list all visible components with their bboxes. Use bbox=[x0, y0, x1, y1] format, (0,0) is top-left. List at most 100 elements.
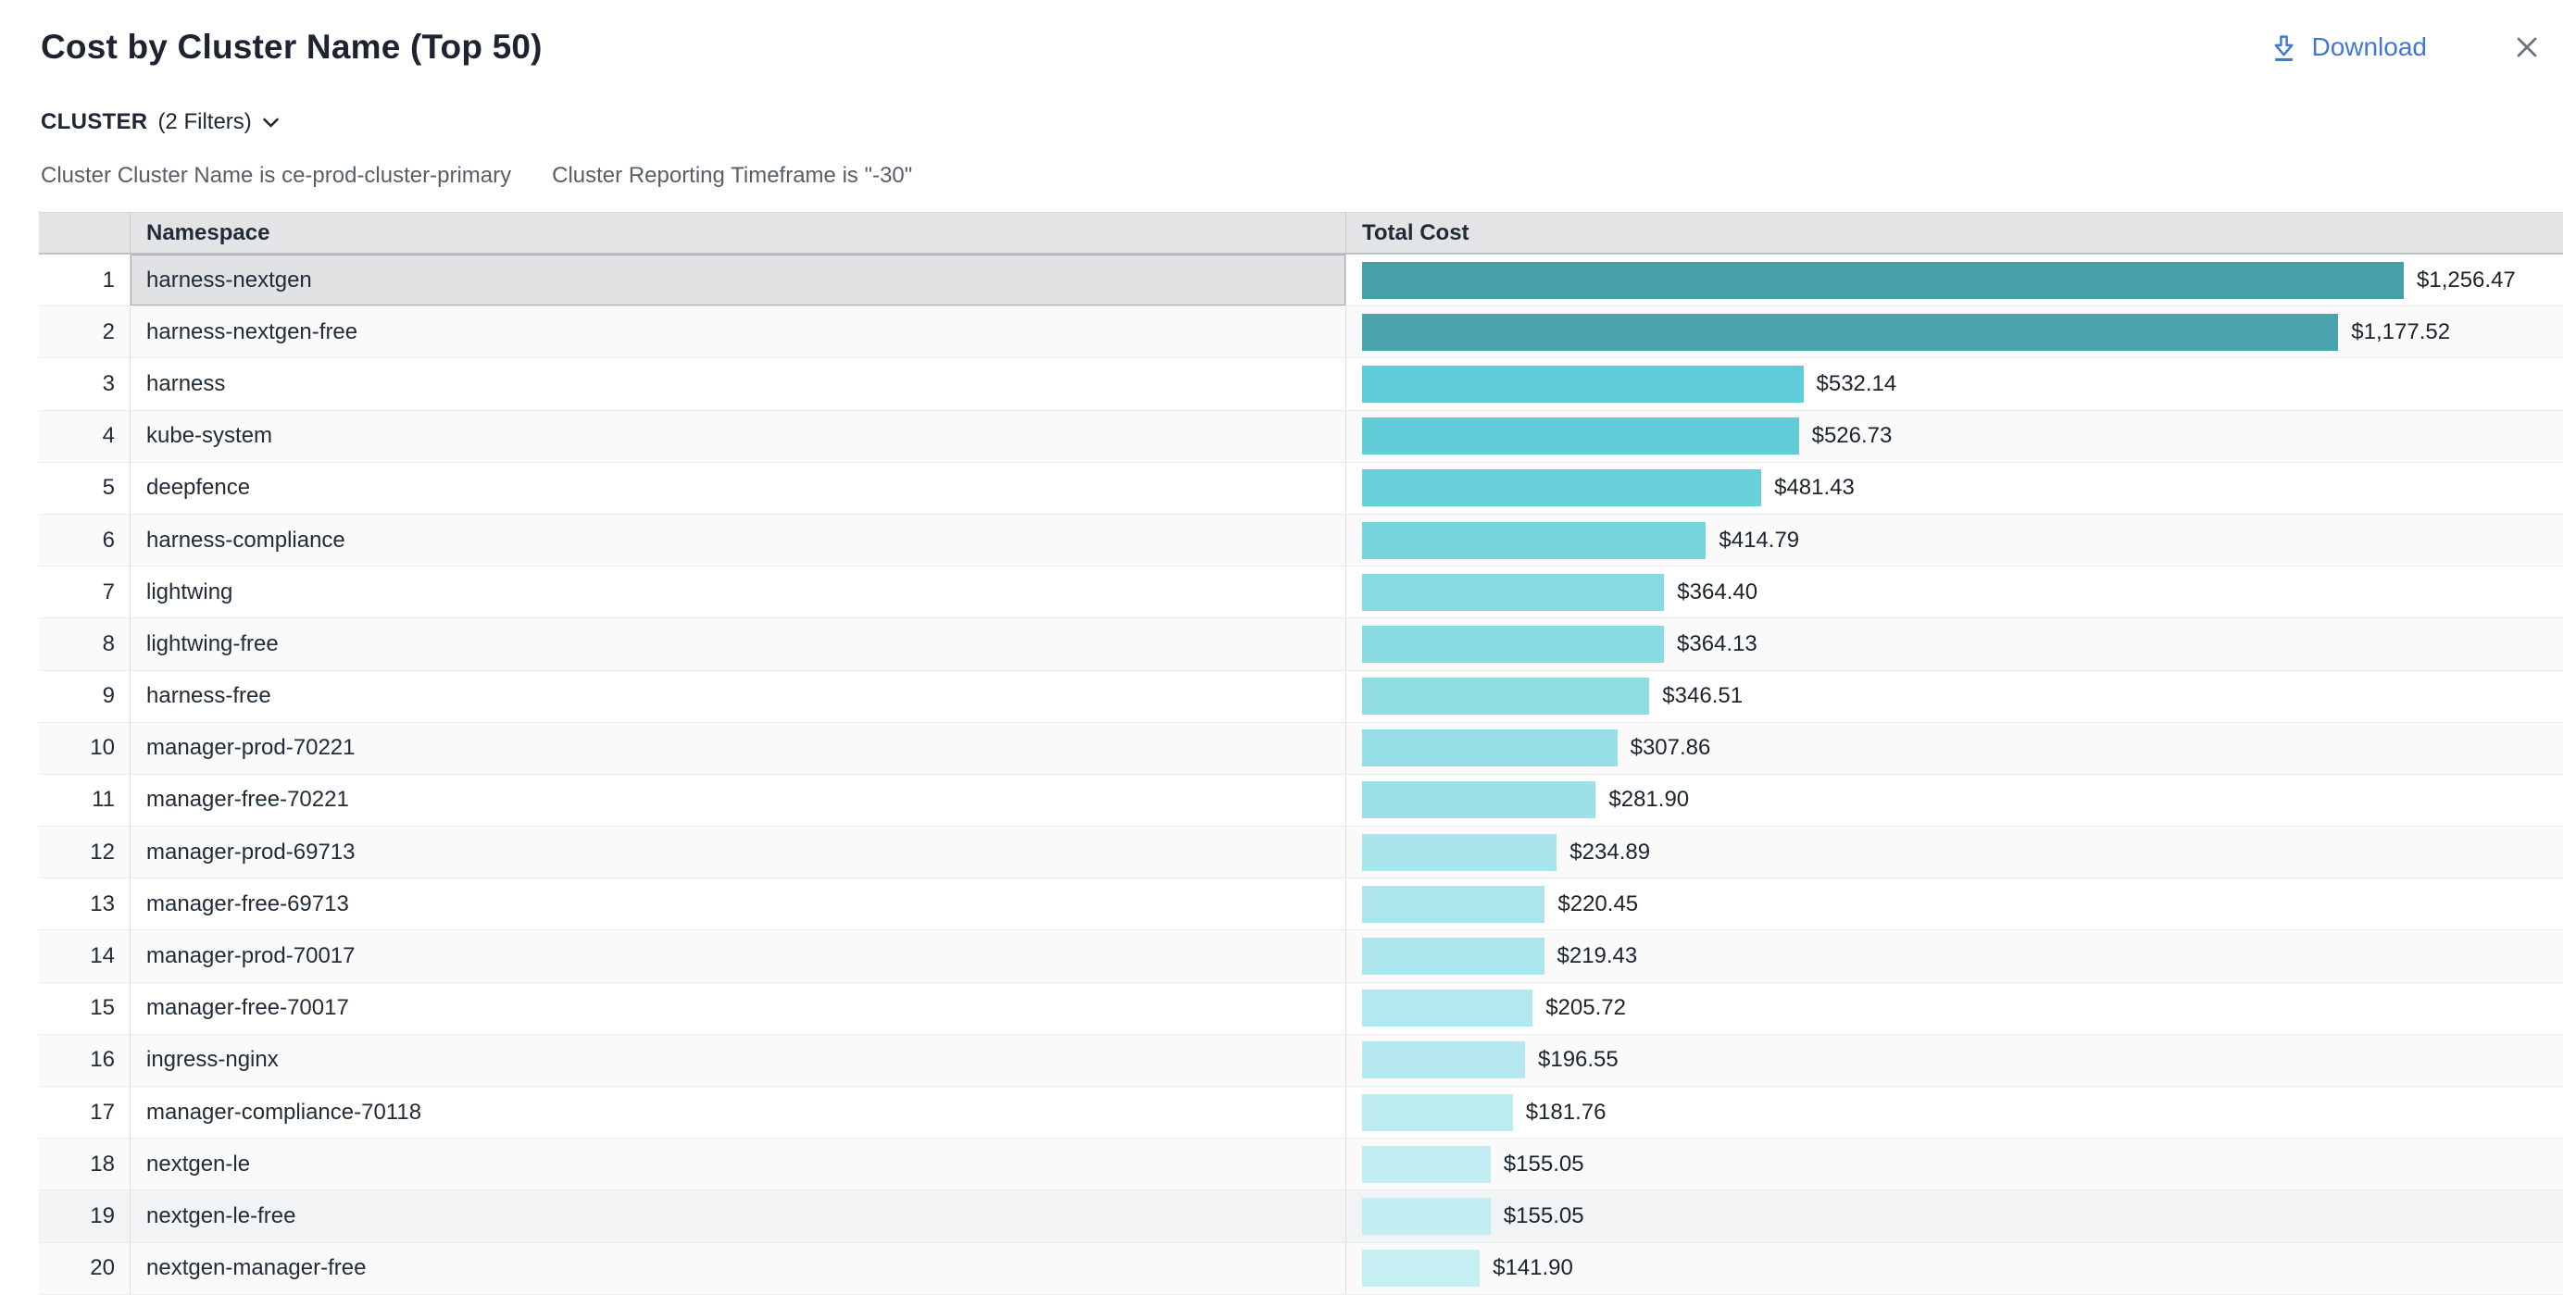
cost-bar[interactable] bbox=[1362, 833, 1557, 871]
namespace-cell[interactable]: harness-nextgen-free bbox=[131, 306, 1346, 358]
cost-bar[interactable] bbox=[1362, 781, 1596, 819]
total-cost-cell: $196.55 bbox=[1346, 1035, 2563, 1086]
total-cost-cell: $141.90 bbox=[1346, 1243, 2563, 1294]
table-row[interactable]: 14 manager-prod-70017 $219.43 bbox=[39, 930, 2563, 983]
total-cost-cell: $219.43 bbox=[1346, 930, 2563, 981]
cost-bar[interactable] bbox=[1362, 678, 1650, 716]
namespace-cell[interactable]: ingress-nginx bbox=[131, 1034, 1346, 1086]
table-row[interactable]: 20 nextgen-manager-free $141.90 bbox=[39, 1242, 2563, 1295]
row-number: 16 bbox=[39, 1034, 131, 1086]
download-button[interactable]: Download bbox=[2263, 31, 2432, 64]
cost-bar[interactable] bbox=[1362, 990, 1533, 1027]
row-number: 7 bbox=[39, 567, 131, 618]
table-row[interactable]: 3 harness $532.14 bbox=[39, 358, 2563, 411]
cost-bar[interactable] bbox=[1362, 313, 2339, 351]
namespace-cell[interactable]: harness-free bbox=[131, 670, 1346, 722]
table-row[interactable]: 12 manager-prod-69713 $234.89 bbox=[39, 827, 2563, 879]
namespace-cell[interactable]: nextgen-le-free bbox=[131, 1190, 1346, 1242]
close-button[interactable] bbox=[2512, 32, 2542, 62]
total-cost-cell: $1,256.47 bbox=[1346, 255, 2563, 305]
row-number: 18 bbox=[39, 1139, 131, 1190]
cost-bar[interactable] bbox=[1362, 469, 1762, 507]
row-number: 2 bbox=[39, 306, 131, 358]
total-cost-cell: $155.05 bbox=[1346, 1139, 2563, 1189]
total-cost-cell: $281.90 bbox=[1346, 775, 2563, 826]
cost-value: $532.14 bbox=[1816, 370, 1897, 396]
row-number: 4 bbox=[39, 410, 131, 462]
cost-value: $155.05 bbox=[1503, 1151, 1584, 1177]
cost-bar[interactable] bbox=[1362, 1250, 1481, 1288]
total-cost-cell: $364.40 bbox=[1346, 567, 2563, 617]
filter-item: Cluster Cluster Name is ce-prod-cluster-… bbox=[41, 163, 512, 188]
cost-bar[interactable] bbox=[1362, 365, 1804, 403]
namespace-cell[interactable]: lightwing-free bbox=[131, 618, 1346, 670]
table-row[interactable]: 16 ingress-nginx $196.55 bbox=[39, 1034, 2563, 1087]
total-cost-cell: $1,177.52 bbox=[1346, 306, 2563, 357]
table-row[interactable]: 13 manager-free-69713 $220.45 bbox=[39, 878, 2563, 931]
row-number: 9 bbox=[39, 670, 131, 722]
total-cost-cell: $364.13 bbox=[1346, 618, 2563, 669]
filter-group-label: CLUSTER bbox=[41, 109, 148, 134]
namespace-cell[interactable]: kube-system bbox=[131, 410, 1346, 462]
table-body: 1 harness-nextgen $1,256.47 2 harness-nextge… bbox=[39, 255, 2563, 1295]
namespace-cell[interactable]: lightwing bbox=[131, 567, 1346, 618]
table-row[interactable]: 18 nextgen-le $155.05 bbox=[39, 1139, 2563, 1191]
namespace-cell[interactable]: manager-free-69713 bbox=[131, 878, 1346, 930]
filter-group-toggle[interactable]: CLUSTER (2 Filters) bbox=[41, 109, 280, 135]
table-row[interactable]: 1 harness-nextgen $1,256.47 bbox=[39, 255, 2563, 307]
table-row[interactable]: 19 nextgen-le-free $155.05 bbox=[39, 1190, 2563, 1243]
namespace-cell[interactable]: deepfence bbox=[131, 462, 1346, 514]
namespace-cell[interactable]: harness-compliance bbox=[131, 514, 1346, 567]
table-row[interactable]: 15 manager-free-70017 $205.72 bbox=[39, 982, 2563, 1035]
total-cost-cell: $481.43 bbox=[1346, 463, 2563, 514]
cost-bar[interactable] bbox=[1362, 885, 1545, 923]
cost-bar[interactable] bbox=[1362, 1197, 1491, 1235]
namespace-cell[interactable]: nextgen-manager-free bbox=[131, 1242, 1346, 1294]
row-number: 15 bbox=[39, 982, 131, 1034]
cost-bar[interactable] bbox=[1362, 1093, 1513, 1131]
cost-bar[interactable] bbox=[1362, 729, 1618, 767]
total-cost-cell: $307.86 bbox=[1346, 723, 2563, 774]
row-number: 6 bbox=[39, 514, 131, 567]
namespace-cell[interactable]: manager-compliance-70118 bbox=[131, 1087, 1346, 1139]
page-title: Cost by Cluster Name (Top 50) bbox=[41, 28, 543, 66]
namespace-cell[interactable]: nextgen-le bbox=[131, 1139, 1346, 1190]
row-number: 8 bbox=[39, 618, 131, 670]
table-row[interactable]: 8 lightwing-free $364.13 bbox=[39, 618, 2563, 671]
table-row[interactable]: 5 deepfence $481.43 bbox=[39, 462, 2563, 515]
table-row[interactable]: 9 harness-free $346.51 bbox=[39, 670, 2563, 723]
cost-bar[interactable] bbox=[1362, 1041, 1525, 1079]
namespace-cell[interactable]: harness bbox=[131, 358, 1346, 410]
total-cost-cell: $155.05 bbox=[1346, 1190, 2563, 1241]
table-row[interactable]: 2 harness-nextgen-free $1,177.52 bbox=[39, 306, 2563, 359]
column-header-total-cost[interactable]: Total Cost bbox=[1362, 219, 1469, 245]
namespace-cell[interactable]: manager-free-70017 bbox=[131, 982, 1346, 1034]
cost-bar[interactable] bbox=[1362, 625, 1664, 663]
table-row[interactable]: 7 lightwing $364.40 bbox=[39, 567, 2563, 619]
column-header-namespace[interactable]: Namespace bbox=[131, 213, 1346, 253]
cost-value: $414.79 bbox=[1719, 527, 1800, 553]
table-row[interactable]: 4 kube-system $526.73 bbox=[39, 410, 2563, 463]
table-row[interactable]: 10 manager-prod-70221 $307.86 bbox=[39, 722, 2563, 775]
cost-bar[interactable] bbox=[1362, 938, 1544, 976]
cost-bar[interactable] bbox=[1362, 417, 1799, 455]
table-row[interactable]: 6 harness-compliance $414.79 bbox=[39, 514, 2563, 567]
cost-value: $196.55 bbox=[1538, 1047, 1619, 1073]
table-row[interactable]: 11 manager-free-70221 $281.90 bbox=[39, 774, 2563, 828]
cost-bar[interactable] bbox=[1362, 573, 1665, 611]
namespace-cell[interactable]: manager-prod-70221 bbox=[131, 722, 1346, 774]
namespace-cell[interactable]: manager-free-70221 bbox=[131, 774, 1346, 827]
cost-value: $307.86 bbox=[1630, 735, 1711, 761]
cost-bar[interactable] bbox=[1362, 261, 2404, 299]
namespace-cell[interactable]: manager-prod-69713 bbox=[131, 827, 1346, 878]
table-row[interactable]: 17 manager-compliance-70118 $181.76 bbox=[39, 1087, 2563, 1139]
namespace-cell[interactable]: manager-prod-70017 bbox=[131, 930, 1346, 982]
row-number: 11 bbox=[39, 774, 131, 827]
download-label: Download bbox=[2311, 32, 2427, 61]
cost-bar[interactable] bbox=[1362, 521, 1707, 559]
cost-bar[interactable] bbox=[1362, 1145, 1491, 1183]
chevron-down-icon bbox=[262, 118, 279, 127]
cost-value: $1,177.52 bbox=[2351, 318, 2451, 344]
cost-value: $141.90 bbox=[1493, 1255, 1573, 1281]
namespace-cell[interactable]: harness-nextgen bbox=[131, 255, 1346, 306]
